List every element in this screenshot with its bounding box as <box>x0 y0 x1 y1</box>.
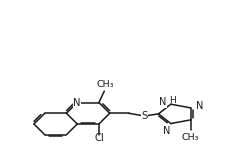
Text: CH₃: CH₃ <box>96 80 114 89</box>
Text: CH₃: CH₃ <box>182 133 200 142</box>
Text: Cl: Cl <box>94 133 104 143</box>
Text: N: N <box>196 102 203 111</box>
Text: H: H <box>169 96 175 105</box>
Text: N: N <box>74 97 81 108</box>
Text: S: S <box>141 111 148 121</box>
Text: N: N <box>163 126 171 136</box>
Text: N: N <box>159 97 166 107</box>
